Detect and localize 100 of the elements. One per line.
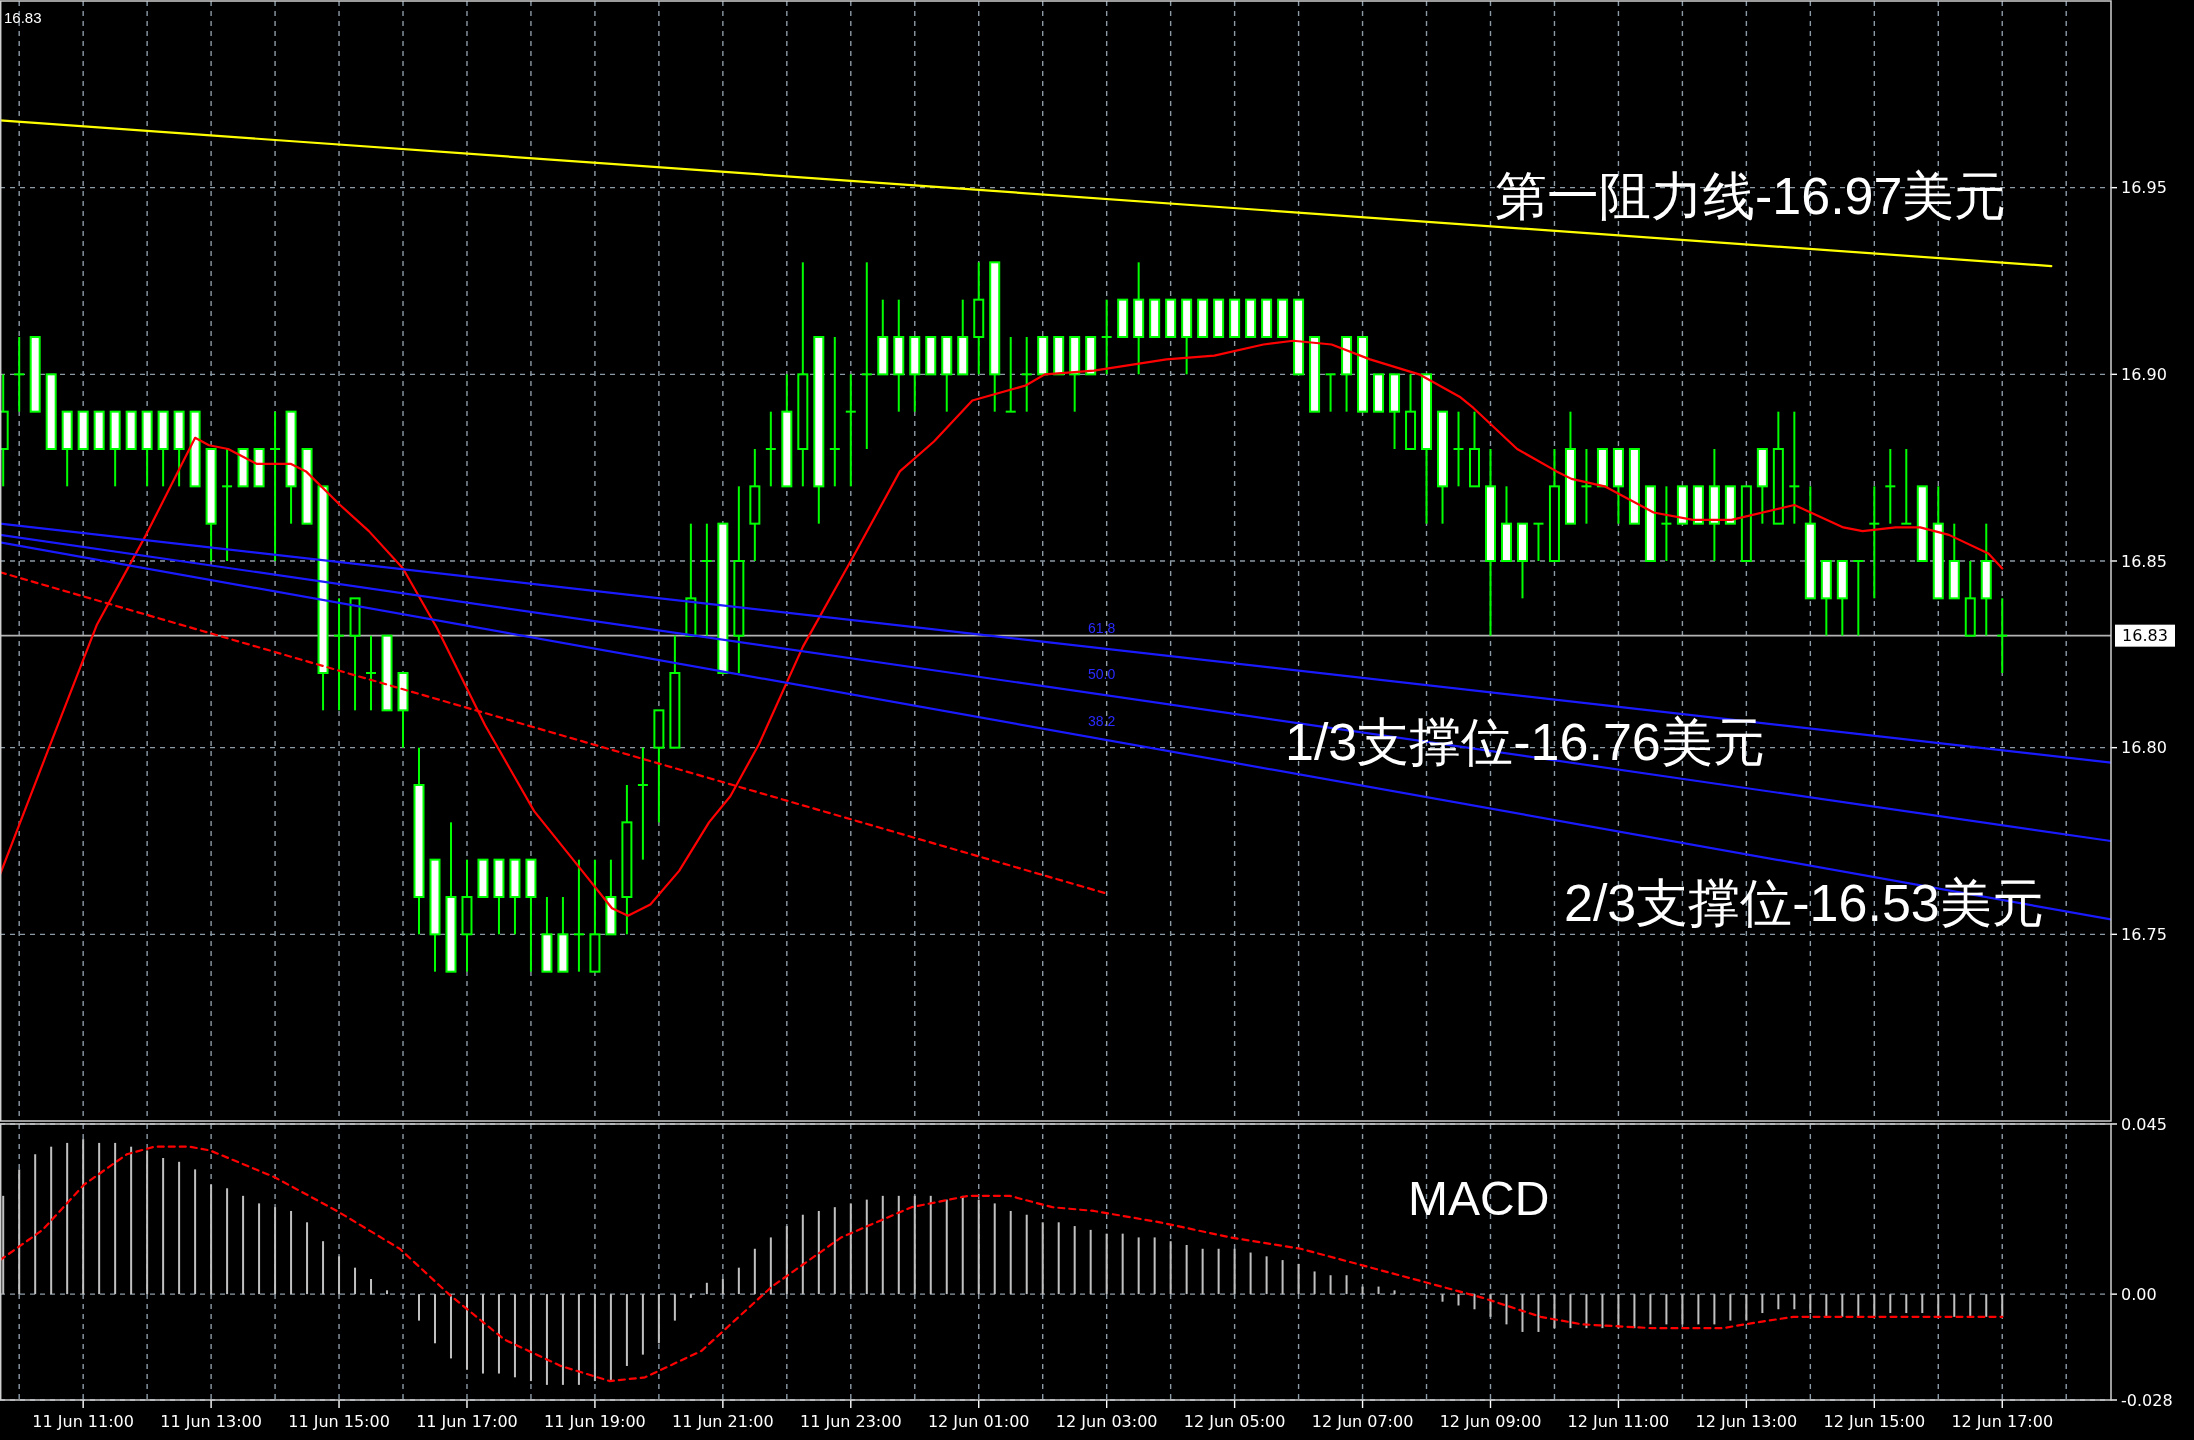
bar [50,1146,53,1295]
y-tick-label: 16.90 [2121,364,2167,384]
bar [1745,1294,1748,1321]
x-tick-label: 12 Jun 13:00 [1695,1412,1798,1431]
y-tick-label: 16.95 [2121,178,2167,198]
bar [1857,1294,1860,1317]
bar [1393,1290,1396,1295]
x-tick-label: 12 Jun 09:00 [1439,1412,1542,1431]
bar [1569,1294,1572,1329]
candlestick [1452,410,1465,488]
bar [1889,1294,1892,1314]
candlestick [1996,597,2009,674]
bar [641,1294,644,1355]
bar [801,1214,804,1295]
bar [849,1203,852,1295]
x-tick-label: 11 Jun 23:00 [799,1412,902,1431]
bar [290,1210,293,1295]
ref-line-label: 16.83 [2122,626,2168,646]
bar [370,1279,373,1295]
bar [1537,1294,1540,1332]
bar [226,1188,229,1295]
bar [1793,1294,1796,1310]
bar [833,1207,836,1295]
bar [1633,1294,1636,1329]
bar [673,1294,676,1321]
bar [657,1294,660,1344]
bar [1809,1294,1812,1314]
candlestick [1020,336,1033,413]
bar [1057,1222,1060,1295]
bar [1649,1294,1652,1325]
x-tick-label: 11 Jun 19:00 [544,1412,646,1431]
bar [1217,1248,1220,1295]
x-tick-label: 11 Jun 15:00 [288,1412,390,1431]
bar [1169,1241,1172,1295]
bar [418,1294,420,1321]
candlestick [1580,448,1593,525]
bar [1905,1294,1908,1314]
bar [1713,1294,1716,1325]
bar [1553,1294,1556,1329]
bar [529,1294,532,1382]
bar [785,1226,788,1295]
annotation: 38.2 [1088,713,1116,729]
candlestick [700,522,713,637]
candlestick [1900,448,1913,525]
x-tick-label: 12 Jun 07:00 [1311,1412,1414,1431]
bar [1665,1294,1668,1325]
bar [306,1222,309,1295]
bar [322,1241,325,1295]
bar [1201,1248,1204,1295]
bar [2,1195,5,1295]
x-tick-label: 11 Jun 21:00 [672,1412,774,1431]
annotation: 50.0 [1088,666,1116,682]
bar [1841,1294,1844,1317]
bar [1265,1256,1268,1295]
bar [945,1199,948,1295]
bar [689,1294,692,1298]
x-tick-label: 12 Jun 15:00 [1823,1412,1926,1431]
bar [449,1294,452,1359]
bar [817,1210,820,1295]
bar [737,1267,740,1295]
bar [114,1142,117,1295]
bar [1073,1226,1076,1295]
candlestick [1324,373,1337,413]
bar [593,1294,596,1382]
bar [1233,1248,1236,1295]
bar [146,1150,149,1295]
bar [1137,1237,1140,1295]
y-tick-label: 16.75 [2121,924,2167,944]
bar [1585,1294,1588,1329]
bar [82,1139,85,1295]
bar [1921,1294,1924,1314]
y-tick-label: 16.80 [2121,738,2167,758]
bar [1697,1294,1700,1325]
bar [913,1195,916,1295]
candlestick [860,261,873,450]
candlestick [13,336,26,413]
candlestick [572,858,585,973]
bar [338,1256,341,1295]
bar [753,1248,756,1295]
candlestick [844,373,857,488]
candlestick [1004,336,1017,413]
bar [2001,1294,2004,1317]
text: MACD [1408,1172,1550,1226]
bar [178,1161,181,1295]
bar [1345,1275,1348,1295]
bar [513,1294,516,1378]
bar [1777,1294,1780,1310]
x-tick-label: 12 Jun 01:00 [927,1412,1030,1431]
x-tick-label: 11 Jun 11:00 [32,1412,134,1431]
candlestick [636,746,649,861]
bar [1681,1294,1684,1325]
bar [705,1282,708,1295]
bar [386,1290,389,1295]
bar [1329,1275,1332,1295]
x-tick-label: 12 Jun 17:00 [1951,1412,2054,1431]
candlestick [1100,298,1113,376]
bar [465,1294,468,1370]
bar [433,1294,436,1344]
candlestick [1660,485,1673,562]
bar [929,1195,932,1295]
